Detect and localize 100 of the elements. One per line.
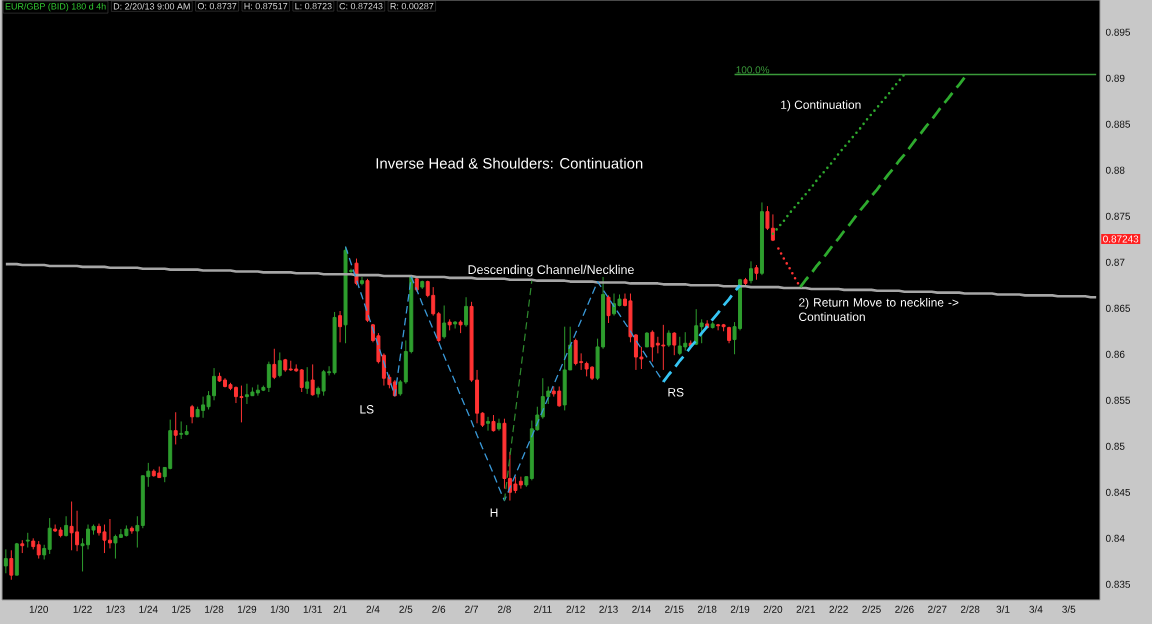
candlestick xyxy=(14,542,19,576)
x-tick-label: 2/11 xyxy=(533,605,552,613)
candlestick xyxy=(25,532,30,549)
x-tick-label: 2/12 xyxy=(566,605,585,613)
candlestick xyxy=(53,524,58,533)
candlestick xyxy=(305,366,310,395)
candlestick xyxy=(699,318,704,344)
y-tick-label: 0.88 xyxy=(1105,166,1125,174)
candlestick xyxy=(710,321,715,330)
x-tick-label: 2/21 xyxy=(796,605,815,613)
x-tick-label: 1/24 xyxy=(139,605,158,613)
x-tick-label: 2/27 xyxy=(928,605,947,613)
candlestick xyxy=(447,318,452,331)
line-series xyxy=(503,280,533,502)
candlestick xyxy=(743,277,748,286)
candlestick xyxy=(42,544,47,560)
y-tick-label: 0.895 xyxy=(1105,28,1131,36)
candlestick xyxy=(277,351,282,378)
candlestick xyxy=(759,201,764,276)
y-tick-label: 0.855 xyxy=(1105,396,1131,404)
candlestick xyxy=(360,276,364,286)
candlestick xyxy=(184,424,189,436)
y-tick-label: 0.835 xyxy=(1105,580,1131,588)
x-tick-label: 1/22 xyxy=(73,605,92,613)
candlestick xyxy=(464,296,469,328)
x-tick-label: 2/28 xyxy=(960,605,980,613)
annotation: L: 0.8723 xyxy=(295,2,332,10)
candlestick xyxy=(491,414,496,433)
x-tick-label: 2/18 xyxy=(697,605,717,613)
candlestick xyxy=(694,308,699,346)
x-tick-label: 1/29 xyxy=(237,605,257,613)
x-tick-label: 1/28 xyxy=(205,605,224,613)
x-tick-label: 2/25 xyxy=(862,605,881,613)
annotation: D: 2/20/13 9:00 AM xyxy=(113,2,190,10)
candlestick xyxy=(179,420,184,440)
x-tick-label: 2/22 xyxy=(829,605,848,613)
y-tick-label: 0.89 xyxy=(1105,74,1125,82)
candlestick xyxy=(299,368,304,393)
annotation: H: 0.87517 xyxy=(244,2,288,10)
text: Inverse Head & Shoulders: Continuation xyxy=(376,157,643,169)
candlestick xyxy=(453,320,458,330)
y-tick-label: 0.845 xyxy=(1105,488,1131,496)
candlestick xyxy=(486,416,490,432)
candlestick xyxy=(3,548,8,574)
candlestick xyxy=(58,526,63,538)
line-series xyxy=(661,283,742,384)
x-tick-label: 3/5 xyxy=(1062,605,1076,613)
x-tick-label: 2/1 xyxy=(333,605,347,613)
candlestick xyxy=(266,361,271,393)
text: 0.87243 xyxy=(1103,235,1139,243)
annotation: LS xyxy=(360,405,374,414)
x-tick-label: 2/26 xyxy=(895,605,914,613)
candlestick xyxy=(9,549,14,581)
candlestick xyxy=(338,310,343,343)
y-tick-label: 0.84 xyxy=(1105,534,1125,542)
x-tick-label: 1/30 xyxy=(270,605,290,613)
x-tick-label: 2/19 xyxy=(730,605,750,613)
candlestick xyxy=(31,537,36,550)
candlestick xyxy=(20,539,25,554)
candlestick xyxy=(365,278,370,323)
candlestick xyxy=(727,326,732,344)
candlestick xyxy=(316,385,321,399)
x-tick-label: 1/25 xyxy=(172,605,191,613)
annotation: RS xyxy=(668,388,684,397)
candlestick xyxy=(420,280,425,290)
candlestick xyxy=(672,331,677,356)
annotation: O: 0.8737 xyxy=(197,2,237,10)
candlestick xyxy=(436,311,441,343)
candlestick xyxy=(644,331,649,348)
x-tick-label: 3/4 xyxy=(1029,605,1043,613)
candlestick xyxy=(64,515,69,537)
x-tick-label: 3/1 xyxy=(996,605,1010,613)
candlestick xyxy=(129,525,134,535)
x-tick-label: 2/14 xyxy=(632,605,651,613)
y-tick-label: 0.885 xyxy=(1105,120,1131,128)
y-tick-label: 0.87 xyxy=(1105,258,1125,266)
x-tick-label: 2/8 xyxy=(498,605,511,613)
y-tick-label: 0.865 xyxy=(1105,304,1131,312)
x-tick-label: 2/7 xyxy=(465,605,478,613)
y-tick-label: 0.86 xyxy=(1105,350,1125,358)
candlestick xyxy=(190,404,195,424)
x-tick-label: 2/4 xyxy=(366,605,380,613)
candlestick xyxy=(272,348,277,380)
candlestick xyxy=(749,260,753,284)
x-tick-label: 1/31 xyxy=(303,605,322,613)
annotation: H xyxy=(490,508,498,517)
annotation: 1) Continuation xyxy=(781,100,861,112)
x-tick-label: 2/20 xyxy=(763,605,783,613)
candlestick xyxy=(458,319,463,334)
x-tick-label: 2/13 xyxy=(599,605,618,613)
candlestick xyxy=(496,418,501,432)
candlestick xyxy=(754,264,759,281)
candlestick xyxy=(398,379,403,397)
series-label: 100.0% xyxy=(736,66,770,74)
x-tick-label: 2/6 xyxy=(432,605,446,613)
candlestick xyxy=(442,305,447,340)
annotation: 2) Return Move to neckline -> Continuation xyxy=(799,297,959,322)
chart-title: EUR/GBP (BID) 180 d 4h xyxy=(5,2,106,12)
candlestick xyxy=(310,363,315,397)
annotation: R: 0.00287 xyxy=(390,2,434,10)
